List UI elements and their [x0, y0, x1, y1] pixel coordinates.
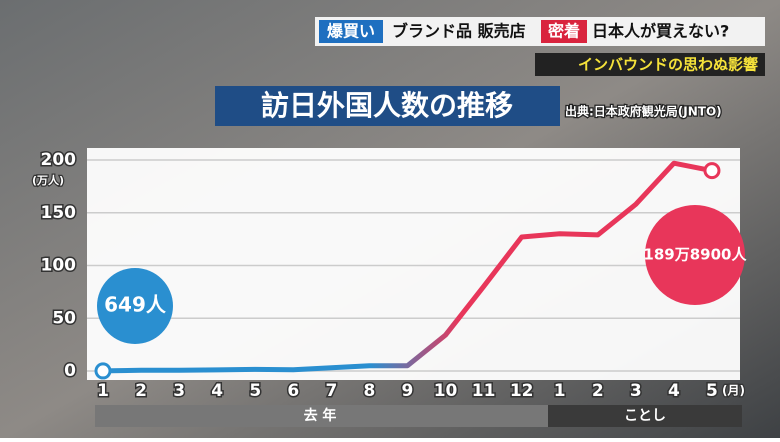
- y-tick-label: 50: [52, 308, 76, 328]
- x-tick-label: 9: [402, 381, 414, 401]
- x-tick-label: 5: [249, 381, 261, 401]
- value-label: 189万8900人: [643, 246, 747, 264]
- y-tick-label: 150: [41, 203, 77, 223]
- value-label: 649人: [104, 293, 167, 317]
- tag: [319, 20, 383, 43]
- period-label: 去 年: [304, 407, 337, 424]
- y-tick-label: 200: [41, 150, 77, 170]
- x-tick-label: 4: [668, 381, 680, 401]
- x-tick-label: 8: [363, 381, 375, 401]
- chart-title: 訪日外国人数の推移: [261, 89, 513, 122]
- plot-area: [87, 148, 740, 380]
- x-unit: (月): [722, 384, 745, 398]
- x-tick-label: 6: [287, 381, 299, 401]
- source: 出典:日本政府観光局(JNTO): [565, 104, 722, 119]
- tag: [541, 20, 587, 43]
- header-question: 日本人が買えない?: [592, 22, 729, 41]
- header-tag: 密着: [547, 22, 580, 41]
- x-tick-label: 1: [554, 381, 566, 401]
- point-marker: [703, 162, 721, 180]
- period-bar: [95, 405, 548, 427]
- x-tick-label: 3: [630, 381, 642, 401]
- y-unit: (万人): [32, 173, 64, 187]
- period-bar: [548, 405, 742, 427]
- x-tick-label: 10: [434, 381, 458, 401]
- y-tick-label: 100: [41, 256, 77, 276]
- title-bar: [215, 86, 560, 126]
- header-tag: 爆買い: [327, 22, 375, 41]
- header-topic: ブランド品 販売店: [392, 22, 526, 41]
- x-tick-label: 3: [173, 381, 185, 401]
- x-tick-label: 5: [706, 381, 718, 401]
- period-label: ことし: [624, 408, 666, 424]
- x-tick-label: 2: [592, 381, 604, 401]
- subtitle: インバウンドの思わぬ影響: [578, 56, 758, 74]
- label-bubble: [97, 268, 173, 344]
- point-marker: [94, 362, 112, 380]
- x-tick-label: 7: [325, 381, 337, 401]
- header-bar: [315, 17, 765, 46]
- data-line: [102, 160, 713, 374]
- x-tick-label: 1: [97, 381, 109, 401]
- subtitle-bar: [535, 53, 765, 76]
- y-tick-label: 0: [64, 361, 76, 381]
- label-bubble: [644, 205, 745, 305]
- x-tick-label: 12: [510, 381, 534, 401]
- x-tick-label: 2: [135, 381, 147, 401]
- x-tick-label: 4: [211, 381, 223, 401]
- x-tick-label: 11: [472, 381, 496, 401]
